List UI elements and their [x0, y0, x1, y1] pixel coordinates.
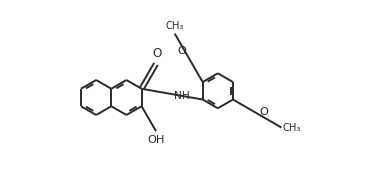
Text: CH₃: CH₃	[165, 22, 184, 31]
Text: O: O	[152, 47, 161, 60]
Text: CH₃: CH₃	[283, 122, 301, 132]
Text: O: O	[259, 107, 268, 117]
Text: OH: OH	[147, 135, 165, 145]
Text: NH: NH	[174, 91, 190, 101]
Text: O: O	[177, 46, 186, 56]
